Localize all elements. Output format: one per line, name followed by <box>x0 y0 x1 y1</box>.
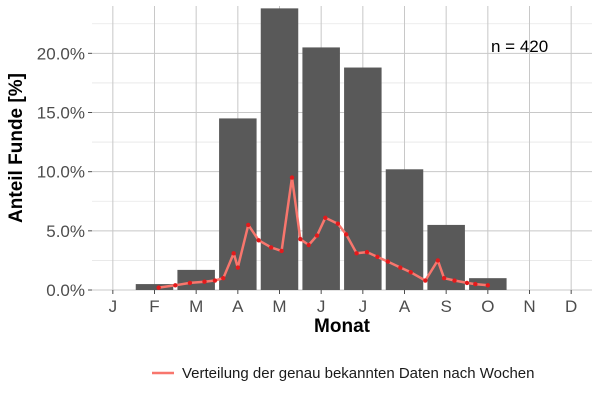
line-point-0 <box>156 285 161 290</box>
line-point-10 <box>268 245 274 250</box>
x-tick-label: O <box>481 297 494 316</box>
x-tick-label: M <box>272 297 286 316</box>
line-point-9 <box>256 238 261 243</box>
y-tick-label: 15.0% <box>37 104 85 123</box>
line-point-14 <box>306 242 311 248</box>
legend: Verteilung der genau bekannten Daten nac… <box>152 365 535 382</box>
y-axis-title: Anteil Funde [%] <box>6 73 27 223</box>
line-point-15 <box>314 233 320 238</box>
x-tick-label: D <box>565 297 577 316</box>
x-tick-label: S <box>440 297 451 316</box>
x-tick-label: J <box>359 297 368 316</box>
line-point-24 <box>408 270 413 275</box>
line-point-7 <box>235 265 241 270</box>
line-point-3 <box>202 279 207 284</box>
line-point-11 <box>279 248 284 254</box>
x-axis-title: Monat <box>314 316 371 337</box>
y-tick-label: 10.0% <box>37 163 85 182</box>
x-tick-label: F <box>149 297 159 316</box>
line-point-22 <box>385 259 391 264</box>
line-point-19 <box>354 251 359 256</box>
bar-2 <box>177 269 215 290</box>
annotation-n: n = 420 <box>491 37 548 56</box>
bar-3 <box>219 118 257 291</box>
line-point-8 <box>246 222 251 228</box>
line-point-20 <box>364 249 370 255</box>
x-tick-label: J <box>317 297 326 316</box>
x-tick-label: N <box>523 297 535 316</box>
legend-label: Verteilung der genau bekannten Daten nac… <box>182 365 535 382</box>
weekly-line-series <box>156 175 491 290</box>
line-point-2 <box>187 280 193 286</box>
line-point-18 <box>343 232 349 237</box>
x-tick-label: M <box>189 297 203 316</box>
y-tick-label: 5.0% <box>46 222 85 241</box>
line-point-16 <box>323 215 328 221</box>
line-point-27 <box>441 275 447 281</box>
line-point-5 <box>221 275 226 281</box>
line-point-23 <box>398 265 403 270</box>
line-point-26 <box>435 258 441 263</box>
y-axis-ticks: 0.0% 5.0% 10.0% 15.0% 20.0% <box>37 44 92 300</box>
x-tick-label: A <box>399 297 411 316</box>
y-tick-label: 0.0% <box>46 281 85 300</box>
weekly-line <box>158 176 488 289</box>
x-tick-label: A <box>232 297 244 316</box>
line-point-1 <box>173 283 178 288</box>
bar-7 <box>385 169 424 290</box>
line-point-6 <box>231 251 236 256</box>
line-point-12 <box>289 175 295 180</box>
line-point-25 <box>423 278 428 283</box>
x-tick-label: J <box>109 297 118 316</box>
bar-4 <box>260 8 299 290</box>
line-point-28 <box>452 278 457 283</box>
line-point-30 <box>473 281 478 287</box>
line-point-29 <box>464 280 470 286</box>
bar-5 <box>302 47 340 290</box>
y-tick-label: 20.0% <box>37 44 85 63</box>
line-point-4 <box>212 278 218 283</box>
line-point-13 <box>298 236 303 242</box>
bar-series <box>135 8 507 291</box>
bar-1 <box>135 284 174 290</box>
line-point-31 <box>485 283 491 288</box>
line-point-21 <box>375 254 380 260</box>
line-point-17 <box>335 221 341 226</box>
